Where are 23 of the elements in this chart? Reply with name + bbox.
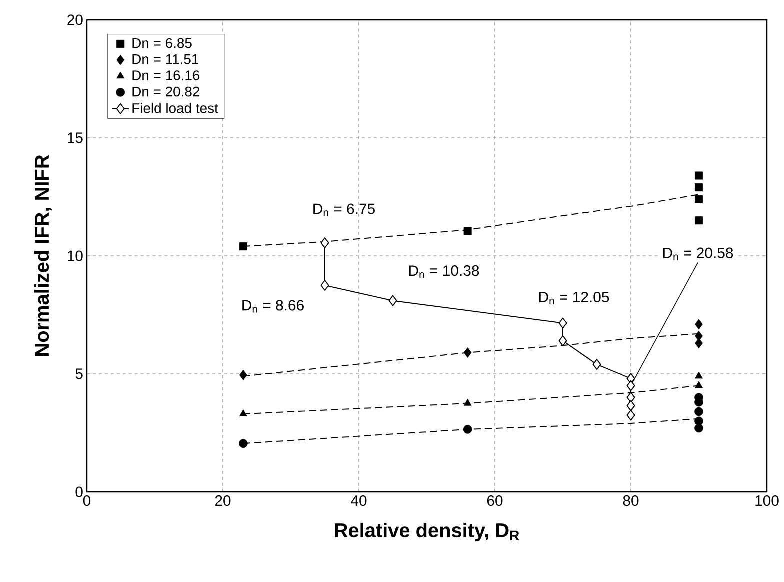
x-tick-label: 80: [623, 496, 639, 506]
y-axis-title: Normalized IFR, NIFR: [34, 155, 52, 356]
annotation: D$_{n}$ = 10.38: [409, 266, 480, 278]
legend-label: Dn = 6.85: [132, 38, 192, 48]
legend-label: Dn = 16.16: [132, 70, 200, 81]
x-tick-label: 40: [351, 496, 367, 506]
y-tick-label: 20: [68, 14, 83, 26]
legend-label: Field load test: [132, 103, 218, 114]
annotation: D$_{n}$ = 8.66: [242, 300, 304, 313]
y-tick-label: 5: [76, 368, 83, 380]
y-tick-label: 0: [76, 486, 83, 498]
x-tick-label: 20: [215, 496, 231, 506]
x-tick-label: 100: [756, 496, 779, 506]
x-tick-label: 0: [83, 496, 91, 506]
x-tick-label: 60: [487, 496, 503, 506]
x-axis-title: Relative density, D$_{R}$: [335, 522, 520, 542]
annotation: D$_{n}$ = 12.05: [539, 292, 610, 305]
y-tick-label: 15: [68, 132, 83, 144]
annotation: D$_{n}$ = 6.75: [314, 204, 375, 216]
annotation: D$_{n}$ = 20.58: [663, 248, 734, 260]
y-tick-label: 10: [68, 250, 83, 262]
legend-label: Dn = 11.51: [132, 54, 199, 64]
legend-label: Dn = 20.82: [132, 86, 200, 97]
